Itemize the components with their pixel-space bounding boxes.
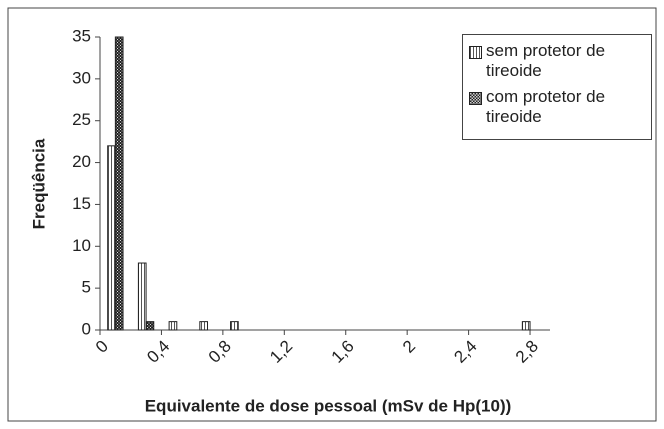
legend-item: com protetor de tireoide (469, 87, 647, 127)
x-tick-label: 2,8 (512, 337, 542, 367)
legend-label: com protetor de tireoide (486, 87, 606, 126)
bar (521, 321, 531, 331)
bar (107, 145, 116, 331)
y-tick-label: 20 (72, 152, 91, 171)
bar (114, 36, 124, 331)
x-tick-label: 1,2 (266, 337, 296, 367)
y-tick-label: 5 (82, 278, 91, 297)
bar (230, 321, 239, 331)
y-tick-label: 10 (72, 236, 91, 255)
y-tick-label: 0 (82, 319, 91, 338)
x-tick-label: 1,6 (328, 337, 358, 367)
x-tick-label: 2,4 (450, 337, 480, 367)
legend-label: sem protetor de tireoide (486, 41, 606, 80)
bar (199, 321, 209, 331)
bar (168, 321, 178, 331)
x-tick-label: 0,8 (205, 337, 235, 367)
frame (7, 7, 657, 422)
bar (137, 262, 147, 331)
legend-swatch (469, 92, 482, 105)
x-tick-label: 2 (399, 337, 419, 357)
legend-swatch (469, 46, 482, 59)
legend-item: sem protetor de tireoide (469, 41, 647, 81)
bar (145, 321, 155, 331)
y-tick-label: 25 (72, 110, 91, 129)
y-tick-label: 15 (72, 194, 91, 213)
x-tick-label: 0,4 (143, 337, 173, 367)
legend: sem protetor de tireoide com protetor de … (462, 34, 652, 140)
y-axis-label: Freqüência (29, 138, 48, 229)
y-tick-label: 30 (72, 68, 91, 87)
x-axis-label: Equivalente de dose pessoal (mSv de Hp(1… (145, 396, 512, 415)
x-tick-label: 0 (92, 337, 112, 357)
y-tick-label: 35 (72, 26, 91, 45)
